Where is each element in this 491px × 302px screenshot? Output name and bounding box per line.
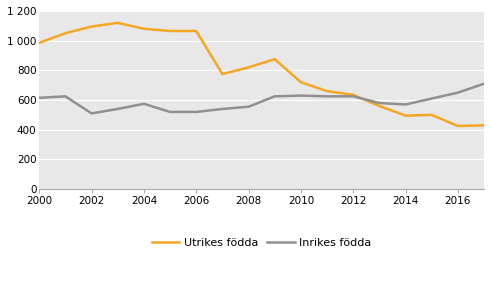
- Utrikes födda: [324, 89, 330, 93]
- Inrikes födda: [377, 101, 382, 105]
- Inrikes födda: [403, 103, 409, 106]
- Utrikes födda: [36, 41, 42, 45]
- Utrikes födda: [481, 124, 487, 127]
- Utrikes födda: [219, 72, 225, 76]
- Inrikes födda: [298, 94, 304, 98]
- Utrikes födda: [88, 25, 94, 28]
- Inrikes födda: [36, 96, 42, 100]
- Utrikes födda: [350, 93, 356, 97]
- Inrikes födda: [481, 82, 487, 85]
- Inrikes födda: [350, 95, 356, 98]
- Utrikes födda: [115, 21, 121, 25]
- Line: Inrikes födda: Inrikes födda: [39, 84, 484, 114]
- Utrikes födda: [429, 113, 435, 117]
- Inrikes födda: [455, 91, 461, 95]
- Utrikes födda: [193, 29, 199, 33]
- Inrikes födda: [324, 95, 330, 98]
- Inrikes födda: [246, 105, 251, 108]
- Line: Utrikes födda: Utrikes födda: [39, 23, 484, 126]
- Inrikes födda: [219, 107, 225, 111]
- Utrikes födda: [377, 104, 382, 108]
- Inrikes födda: [167, 110, 173, 114]
- Utrikes födda: [403, 114, 409, 117]
- Utrikes födda: [455, 124, 461, 128]
- Utrikes födda: [246, 66, 251, 69]
- Utrikes födda: [298, 80, 304, 84]
- Utrikes födda: [62, 31, 68, 35]
- Inrikes födda: [115, 107, 121, 111]
- Utrikes födda: [272, 57, 278, 61]
- Inrikes födda: [193, 110, 199, 114]
- Inrikes födda: [272, 95, 278, 98]
- Utrikes födda: [167, 29, 173, 33]
- Utrikes födda: [141, 27, 147, 31]
- Legend: Utrikes födda, Inrikes födda: Utrikes födda, Inrikes födda: [147, 234, 376, 253]
- Inrikes födda: [141, 102, 147, 106]
- Inrikes födda: [88, 112, 94, 115]
- Inrikes födda: [429, 97, 435, 100]
- Inrikes födda: [62, 95, 68, 98]
